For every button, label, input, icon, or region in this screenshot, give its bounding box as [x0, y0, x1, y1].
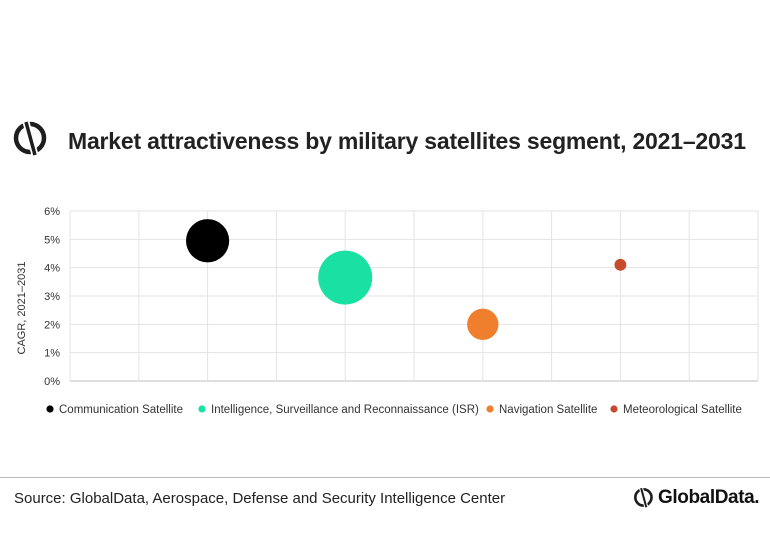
- legend: Communication Satellite Intelligence, Sur…: [46, 404, 742, 416]
- legend-label: Communication Satellite: [59, 404, 183, 416]
- y-tick-label: 6%: [44, 206, 60, 218]
- legend-label: Navigation Satellite: [499, 404, 597, 416]
- y-tick-label: 0%: [44, 376, 60, 388]
- legend-marker: [610, 405, 618, 413]
- footer-divider: [0, 477, 770, 478]
- globaldata-logo-icon: [13, 121, 47, 156]
- grid-lines: [69, 210, 759, 382]
- globaldata-brand-icon: [634, 487, 653, 508]
- bubbles: [186, 219, 627, 340]
- y-axis-ticks: 0% 1% 2% 3% 4% 5% 6%: [44, 206, 60, 388]
- legend-marker: [198, 405, 206, 413]
- source-note: Source: GlobalData, Aerospace, Defense a…: [14, 490, 506, 507]
- legend-label: Intelligence, Surveillance and Reconnais…: [211, 404, 479, 416]
- y-tick-label: 3%: [44, 291, 60, 303]
- y-tick-label: 4%: [44, 263, 60, 275]
- bubble-point: [186, 219, 230, 263]
- brand-name: GlobalData.: [658, 487, 760, 508]
- y-axis-label: CAGR, 2021–2031: [16, 262, 28, 355]
- y-tick-label: 1%: [44, 348, 60, 360]
- legend-label: Meteorological Satellite: [623, 404, 742, 416]
- chart-title: Market attractiveness by military satell…: [68, 128, 746, 154]
- y-tick-label: 2%: [44, 319, 60, 331]
- bubble-point: [614, 258, 627, 271]
- bubble-chart: 0% 1% 2% 3% 4% 5% 6% CAGR, 2021–2031 Communica…: [16, 206, 759, 416]
- y-tick-label: 5%: [44, 234, 60, 246]
- legend-marker: [46, 405, 54, 413]
- bubble-point: [318, 250, 373, 305]
- brand-logo: GlobalData.: [633, 485, 760, 511]
- legend-marker: [486, 405, 494, 413]
- bubble-point: [467, 308, 499, 340]
